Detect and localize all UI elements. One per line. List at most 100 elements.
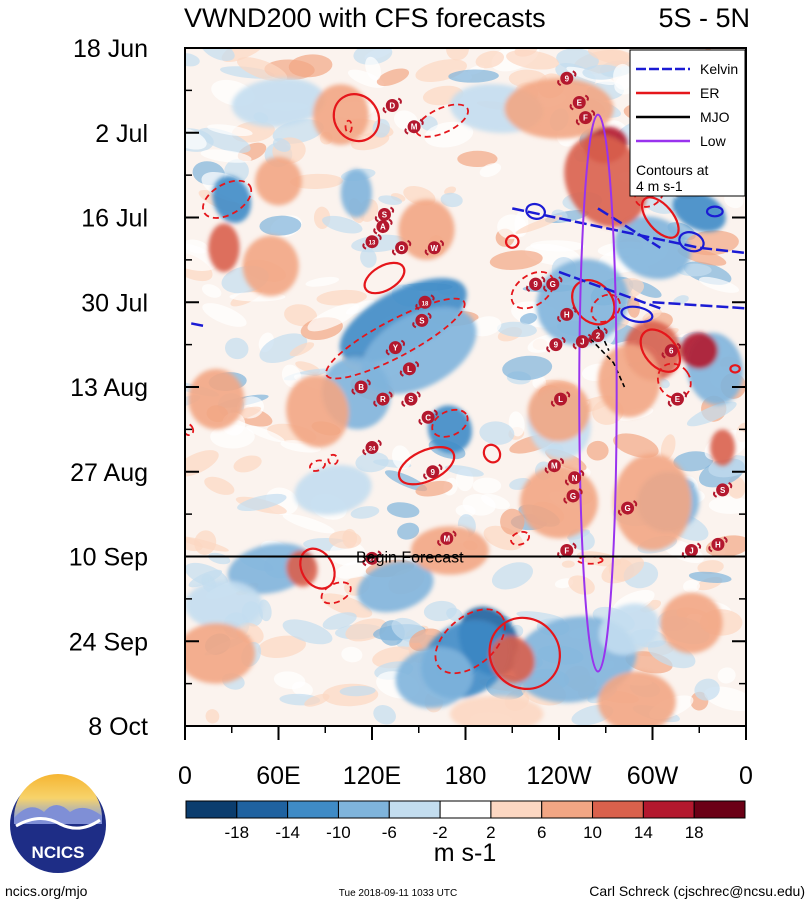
storm-tail-icon	[544, 467, 549, 474]
storm-tail-icon	[541, 276, 546, 283]
storm-marker: J	[572, 333, 593, 350]
er-contour-dashed	[590, 293, 621, 323]
forecast-marker: Begin Forecast	[185, 550, 746, 567]
texture-cell	[202, 303, 247, 327]
colorbar-swatch	[439, 800, 492, 819]
texture-cell	[236, 57, 288, 82]
er-contour-solid	[488, 616, 561, 690]
x-tick-label: 180	[445, 762, 487, 790]
storm-tail-icon	[382, 106, 387, 114]
colorbar-swatch	[490, 800, 543, 819]
storm-label: 2	[596, 332, 601, 341]
x-tick-label: 0	[178, 762, 192, 790]
storm-icon	[426, 465, 440, 479]
y-axis: 18 Jun 2 Jul 16 Jul 30 Jul 13 Aug 27 Aug 10 Se…	[69, 35, 746, 741]
anomaly-blob	[395, 647, 474, 709]
storm-tail-icon	[676, 342, 681, 350]
storm-icon	[402, 362, 416, 376]
storm-icon	[388, 341, 402, 355]
storm-tail-icon	[389, 206, 395, 214]
storm-tail-icon	[546, 346, 551, 353]
kelvin-contour-closed	[705, 205, 724, 218]
texture-cell	[305, 276, 340, 287]
storm-tail-icon	[439, 239, 444, 247]
texture-cell	[673, 451, 714, 472]
y-tick-label: 27 Aug	[70, 459, 148, 487]
storm-marker: 9	[546, 336, 566, 353]
texture-cell	[273, 671, 306, 690]
y-tick-label: 13 Aug	[70, 374, 148, 402]
storm-label: 9	[565, 74, 570, 83]
texture-cell	[391, 445, 411, 470]
storm-label: A	[380, 223, 386, 232]
x-tick-label: 0	[739, 762, 753, 790]
anomaly-blob	[710, 429, 736, 466]
texture-cell	[496, 321, 537, 338]
storm-tail-icon	[588, 336, 593, 344]
texture-cell	[480, 493, 510, 510]
er-contour-solid	[639, 328, 682, 373]
storm-icon	[716, 483, 730, 497]
storm-label: G	[624, 504, 630, 513]
texture-cell	[246, 425, 285, 443]
storm-marker: M	[544, 457, 564, 474]
anomaly-blob	[520, 465, 598, 539]
storm-label: H	[715, 540, 721, 549]
texture-cell	[200, 149, 252, 163]
texture-cell	[376, 68, 410, 86]
storm-marker: 2	[588, 327, 608, 344]
storm-label: W	[431, 244, 439, 253]
texture-cell	[355, 452, 389, 473]
er-contour-solid	[332, 93, 381, 143]
x-axis: 0 60E 120E 180 120W 60W 0	[178, 726, 753, 790]
colorbar-tick-label: -2	[433, 823, 448, 842]
logo-wave	[15, 817, 101, 830]
storm-tail-icon	[572, 306, 577, 313]
texture-cell	[237, 493, 287, 512]
texture-cell	[475, 50, 505, 69]
storm-tail-icon	[557, 79, 562, 87]
storm-icon	[427, 241, 441, 255]
storm-label: 27	[369, 557, 376, 563]
storm-tail-icon	[362, 559, 367, 567]
footer-right: Carl Schreck (cjschrec@ncsu.edu)	[589, 883, 805, 899]
storm-icon	[547, 459, 561, 473]
texture-cell	[697, 560, 724, 575]
anomaly-blob	[255, 156, 302, 206]
storm-tail-icon	[561, 336, 566, 344]
storm-marker: N	[564, 469, 585, 486]
texture-cell	[568, 575, 595, 595]
texture-cell	[233, 455, 262, 473]
forecast-label: Begin Forecast	[356, 550, 464, 567]
er-contour-dashed	[327, 453, 339, 466]
anomaly-blob	[312, 84, 369, 145]
storm-marker: S	[374, 206, 395, 223]
texture-cell	[489, 250, 543, 270]
colorbar-swatch	[693, 800, 746, 819]
er-contour-dashed	[320, 581, 352, 605]
anomaly-blob	[185, 623, 256, 684]
storm-icon	[407, 120, 421, 134]
storm-icon	[621, 501, 635, 515]
storm-icon	[529, 277, 543, 291]
texture-cell	[282, 513, 335, 534]
storm-icon	[560, 543, 574, 557]
storm-tail-icon	[617, 509, 623, 516]
storm-tail-icon	[397, 97, 402, 105]
storm-marker: C	[418, 409, 438, 426]
storm-icon	[377, 207, 391, 221]
texture-cell	[185, 239, 209, 254]
storm-label: B	[358, 383, 364, 392]
storm-marker: W	[424, 239, 444, 256]
storm-icon	[354, 380, 368, 394]
texture-cell	[469, 316, 502, 337]
storm-marker: O	[391, 239, 412, 256]
storm-tail-icon	[388, 391, 393, 398]
chart-title: VWND200 with CFS forecasts	[184, 3, 546, 33]
er-contour-dashed	[309, 459, 326, 472]
storm-label: J	[580, 338, 584, 347]
er-contour-solid	[504, 234, 520, 249]
texture-cell	[201, 284, 222, 298]
storm-tail-icon	[377, 233, 382, 241]
